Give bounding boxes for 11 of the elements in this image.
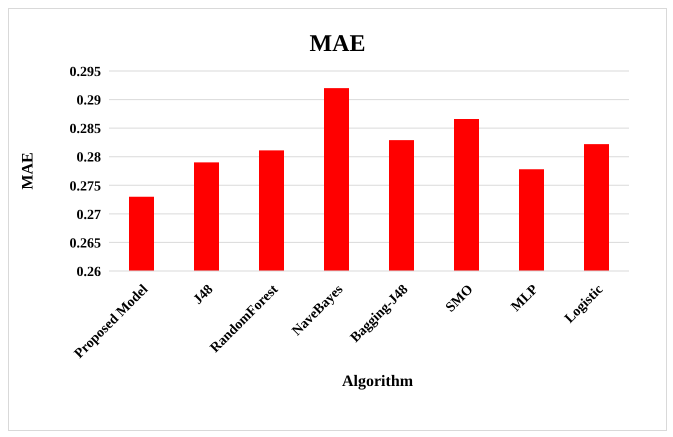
chart-title: MAE xyxy=(308,31,366,59)
y-tick-label: 0.28 xyxy=(76,150,101,166)
y-tick-label: 0.29 xyxy=(76,94,101,109)
y-tick-label: 0.26 xyxy=(76,264,101,280)
x-axis-title: Algorithm xyxy=(340,372,414,392)
y-tick-label: 0.27 xyxy=(76,208,101,223)
y-axis-title: MAE xyxy=(20,152,37,190)
y-tick-label: 0.295 xyxy=(70,64,101,80)
y-tick-label: 0.265 xyxy=(70,236,101,252)
y-tick-label: 0.285 xyxy=(70,122,101,138)
y-tick-label: 0.275 xyxy=(70,179,101,194)
